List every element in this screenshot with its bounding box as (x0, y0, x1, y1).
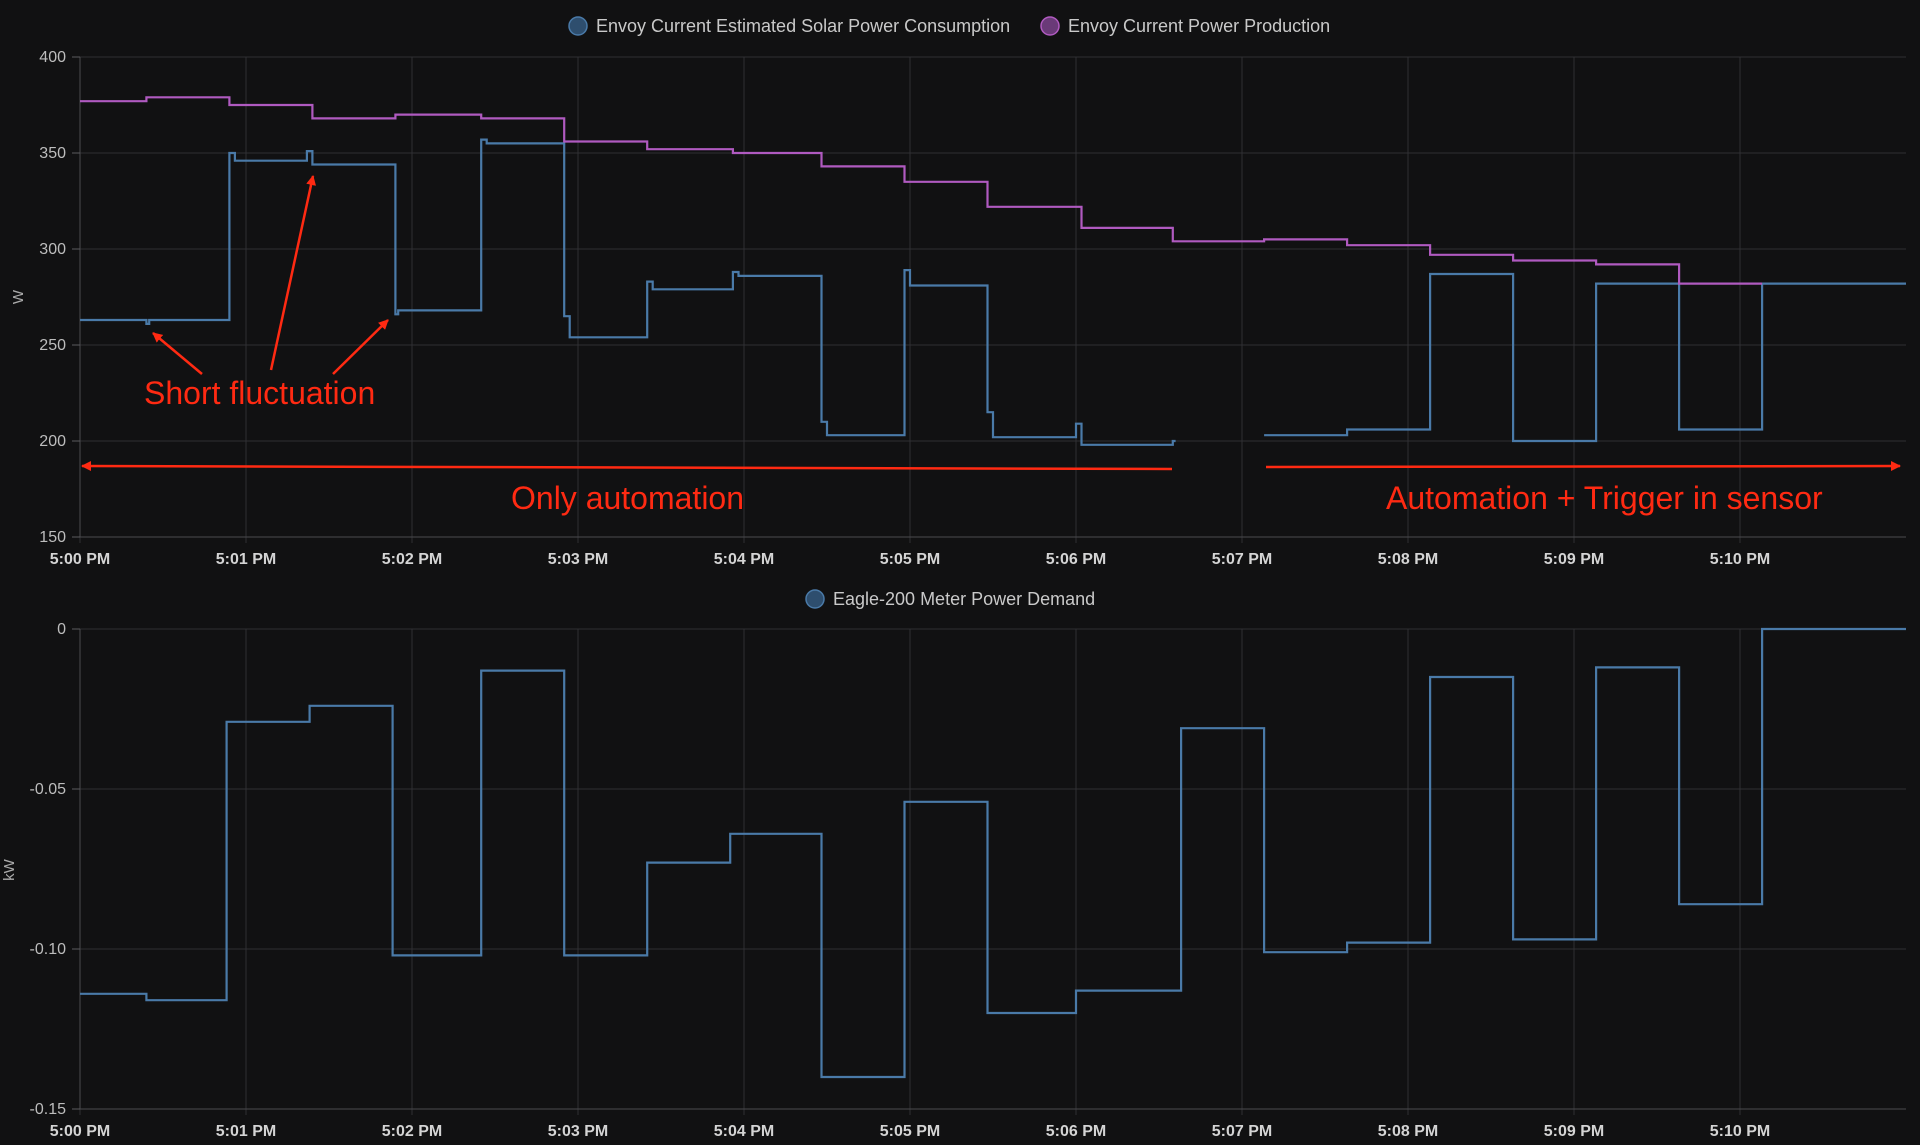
power-x-tick-label: 5:09 PM (1544, 551, 1604, 568)
demand-x-tick-label: 5:01 PM (216, 1123, 276, 1140)
annotation-short-fluctuation: Short fluctuation (144, 375, 375, 411)
power-chart-y-axis-title: W (10, 289, 27, 304)
power-y-tick-label: 150 (39, 529, 66, 546)
demand-x-tick-label: 5:04 PM (714, 1123, 774, 1140)
power-chart-y-ticks: 400 350 300 250 200 150 (39, 49, 80, 546)
annotation-only-automation: Only automation (511, 480, 744, 516)
legend-label-power-production: Envoy Current Power Production (1068, 16, 1330, 36)
power-x-tick-label: 5:06 PM (1046, 551, 1106, 568)
demand-chart-series (80, 627, 1906, 1079)
demand-chart-x-ticks: 5:00 PM 5:01 PM 5:02 PM 5:03 PM 5:04 PM 5:05 … (50, 1123, 1770, 1140)
legend-item-meter-demand[interactable]: Eagle-200 Meter Power Demand (805, 589, 1095, 609)
series-line-eagle-200-meter-power-demand-0[interactable] (80, 627, 1906, 1079)
annotation-arrow-fluctuation-right (332, 319, 389, 375)
power-chart-x-ticks: 5:00 PM 5:01 PM 5:02 PM 5:03 PM 5:04 PM 5:05 … (50, 551, 1770, 568)
demand-x-tick-label: 5:09 PM (1544, 1123, 1604, 1140)
legend-label-meter-demand: Eagle-200 Meter Power Demand (833, 589, 1095, 609)
power-x-tick-label: 5:03 PM (548, 551, 608, 568)
demand-x-tick-label: 5:10 PM (1710, 1123, 1770, 1140)
power-x-tick-label: 5:05 PM (880, 551, 940, 568)
legend-swatch-meter-demand (805, 589, 825, 609)
power-y-tick-label: 200 (39, 433, 66, 450)
legend-swatch-solar-consumption (568, 16, 588, 36)
demand-x-tick-label: 5:05 PM (880, 1123, 940, 1140)
power-y-tick-label: 250 (39, 337, 66, 354)
power-chart-grid (79, 56, 1906, 543)
demand-x-tick-label: 5:07 PM (1212, 1123, 1272, 1140)
demand-chart: Eagle-200 Meter Power Demand 0 -0.05 -0.10… (1, 589, 1906, 1140)
power-chart-series (80, 96, 1906, 446)
demand-x-tick-label: 5:08 PM (1378, 1123, 1438, 1140)
demand-y-tick-label: -0.05 (30, 781, 67, 798)
series-line-envoy-current-estimated-solar-power-consumption-0[interactable] (80, 138, 1176, 446)
demand-chart-y-axis-title: kW (1, 858, 18, 881)
series-line-envoy-current-power-production-0[interactable] (80, 96, 1763, 285)
power-chart-legend: Envoy Current Estimated Solar Power Cons… (568, 16, 1330, 36)
power-chart: Envoy Current Estimated Solar Power Cons… (10, 16, 1906, 568)
demand-x-tick-label: 5:00 PM (50, 1123, 110, 1140)
demand-y-tick-label: -0.10 (30, 941, 67, 958)
power-x-tick-label: 5:07 PM (1212, 551, 1272, 568)
power-x-tick-label: 5:00 PM (50, 551, 110, 568)
power-x-tick-label: 5:10 PM (1710, 551, 1770, 568)
power-y-tick-label: 300 (39, 241, 66, 258)
legend-label-solar-consumption: Envoy Current Estimated Solar Power Cons… (596, 16, 1010, 36)
annotation-range-only-automation (81, 461, 1173, 472)
power-x-tick-label: 5:01 PM (216, 551, 276, 568)
demand-x-tick-label: 5:02 PM (382, 1123, 442, 1140)
legend-item-power-production[interactable]: Envoy Current Power Production (1040, 16, 1330, 36)
power-y-tick-label: 350 (39, 145, 66, 162)
annotation-automation-trigger: Automation + Trigger in sensor (1386, 480, 1823, 516)
power-x-tick-label: 5:04 PM (714, 551, 774, 568)
demand-x-tick-label: 5:03 PM (548, 1123, 608, 1140)
series-line-envoy-current-estimated-solar-power-consumption-1[interactable] (1264, 272, 1906, 443)
legend-item-solar-consumption[interactable]: Envoy Current Estimated Solar Power Cons… (568, 16, 1010, 36)
demand-x-tick-label: 5:06 PM (1046, 1123, 1106, 1140)
power-x-tick-label: 5:08 PM (1378, 551, 1438, 568)
legend-swatch-power-production (1040, 16, 1060, 36)
demand-y-tick-label: 0 (57, 621, 66, 638)
demand-y-tick-label: -0.15 (30, 1101, 67, 1118)
annotation-arrow-fluctuation-middle (269, 175, 316, 371)
annotation-arrow-fluctuation-left (152, 332, 203, 375)
power-x-tick-label: 5:02 PM (382, 551, 442, 568)
power-chart-annotations: Short fluctuation Only automation Automa… (81, 175, 1901, 516)
annotation-range-automation-trigger (1265, 461, 1901, 472)
demand-chart-legend: Eagle-200 Meter Power Demand (805, 589, 1095, 609)
power-y-tick-label: 400 (39, 49, 66, 66)
demand-chart-y-ticks: 0 -0.05 -0.10 -0.15 (30, 621, 80, 1118)
demand-chart-grid (79, 628, 1906, 1115)
